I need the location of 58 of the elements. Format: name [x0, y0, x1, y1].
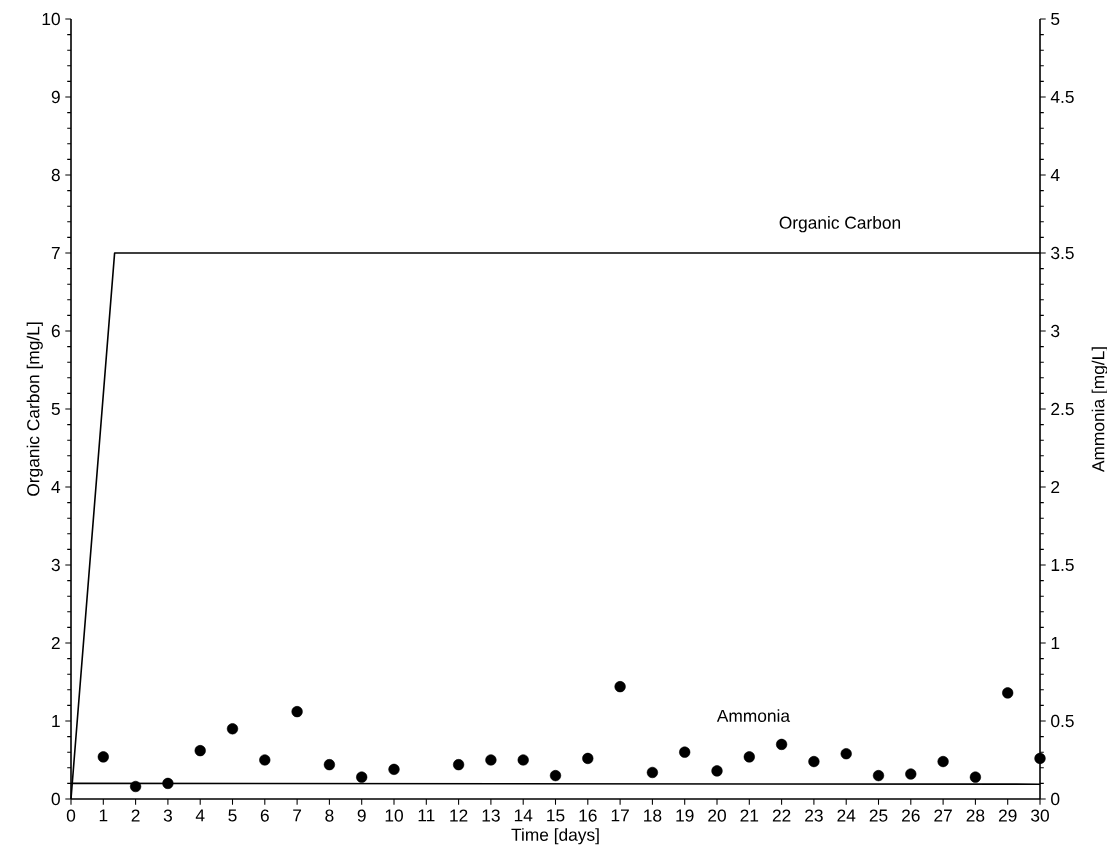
y-tick-label: 8	[51, 168, 60, 182]
x-axis-title: Time [days]	[511, 828, 599, 845]
y2-tick-label: 2.5	[1051, 402, 1074, 416]
y-tick-label: 5	[51, 402, 60, 416]
x-tick-label: 14	[514, 809, 533, 822]
x-tick-label: 28	[966, 809, 985, 822]
y-tick-label: 0	[51, 792, 60, 806]
x-tick-label: 27	[934, 809, 952, 822]
x-tick-label: 13	[482, 809, 500, 822]
y2-tick-label: 4	[1050, 169, 1060, 181]
x-tick-label: 21	[740, 809, 759, 822]
x-tick-label: 15	[547, 809, 565, 822]
y2-tick-label: 0.5	[1051, 714, 1074, 728]
x-tick-label: 22	[772, 809, 791, 822]
x-tick-label: 5	[228, 809, 237, 822]
y-tick-label: 7	[51, 247, 60, 259]
x-tick-label: 8	[325, 809, 334, 822]
x-tick-label: 16	[579, 809, 597, 822]
y-tick-label: 3	[51, 558, 60, 572]
x-tick-label: 4	[195, 809, 205, 822]
y-axis-title: Organic Carbon [mg/L]	[26, 322, 43, 496]
x-tick-label: 25	[869, 809, 888, 822]
x-tick-label: 29	[998, 809, 1017, 822]
y2-tick-label: 1.5	[1051, 558, 1074, 572]
y-tick-label: 6	[51, 324, 60, 338]
x-tick-label: 3	[163, 809, 172, 822]
x-tick-label: 6	[260, 809, 269, 822]
series-label: Ammonia	[716, 709, 791, 722]
y2-tick-label: 4.5	[1050, 90, 1074, 104]
y-tick-label: 2	[51, 636, 60, 650]
x-tick-label: 18	[644, 809, 662, 822]
x-tick-label: 0	[66, 809, 76, 822]
x-tick-label: 9	[357, 809, 366, 822]
x-tick-label: 23	[805, 809, 823, 822]
y2-tick-label: 0	[1051, 792, 1060, 806]
y-tick-label: 4	[51, 481, 61, 493]
x-tick-label: 24	[837, 809, 856, 822]
series-label: Organic Carbon	[779, 216, 901, 233]
y-tick-label: 9	[51, 90, 60, 104]
x-tick-label: 20	[708, 809, 726, 822]
x-tick-label: 12	[450, 809, 468, 822]
x-tick-label: 10	[385, 809, 403, 822]
y2-tick-label: 3	[1051, 324, 1060, 338]
x-tick-label: 17	[611, 809, 629, 822]
x-tick-label: 1	[99, 809, 108, 822]
y-tick-label: 1	[52, 715, 60, 727]
y2-axis-title: Ammonia [mg/L]	[1091, 347, 1107, 473]
y-tick-label: 10	[42, 12, 60, 26]
x-tick-label: 2	[131, 809, 140, 822]
x-tick-label: 26	[902, 809, 920, 822]
y2-tick-label: 5	[1051, 12, 1060, 26]
y2-tick-label: 3.5	[1051, 246, 1074, 260]
x-tick-label: 30	[1031, 809, 1049, 822]
x-tick-label: 19	[676, 809, 694, 822]
y2-tick-label: 1	[1051, 637, 1060, 649]
x-tick-label: 7	[293, 809, 302, 822]
y2-tick-label: 2	[1051, 480, 1060, 494]
x-tick-label: 11	[418, 809, 435, 822]
